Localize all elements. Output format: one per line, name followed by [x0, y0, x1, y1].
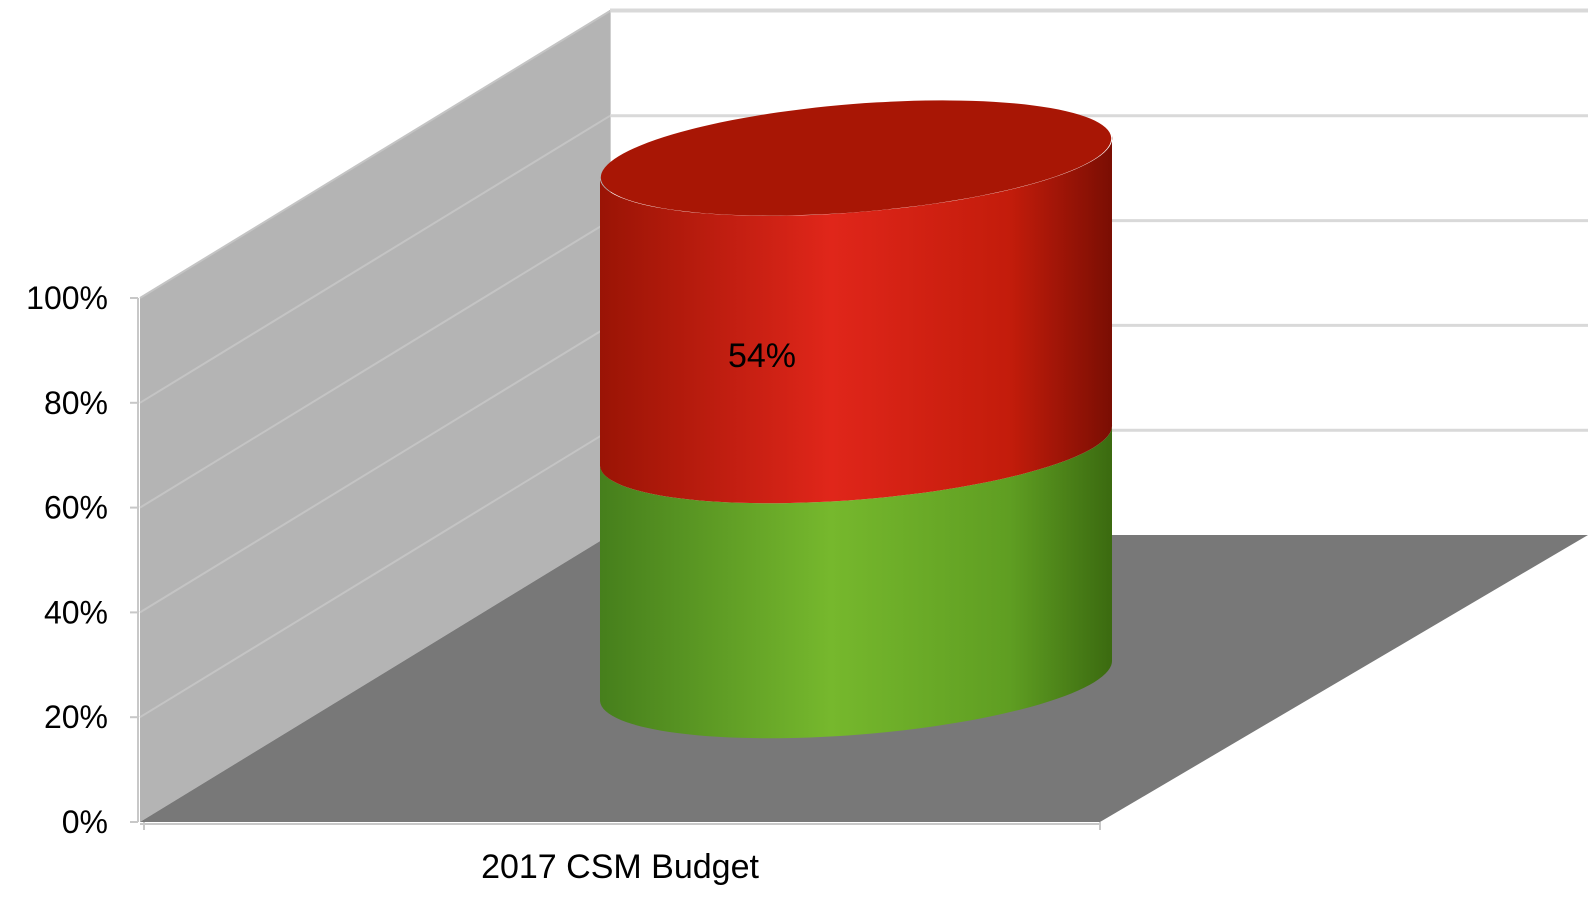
y-tick-label: 40%	[44, 594, 108, 630]
bar-top-cap	[600, 100, 1112, 216]
data-label-red-segment: 54%	[728, 337, 796, 375]
side-wall	[140, 10, 610, 822]
side-gridline	[139, 429, 611, 719]
y-tick-label: 80%	[44, 385, 108, 421]
y-tick-label: 100%	[26, 280, 108, 316]
y-tick-label: 20%	[44, 699, 108, 735]
side-gridline	[139, 114, 611, 404]
y-tick-label: 60%	[44, 490, 108, 526]
side-gridline	[139, 10, 611, 299]
x-category-label: 2017 CSM Budget	[481, 848, 759, 886]
y-axis-labels: 0% 20% 40% 60% 80% 100%	[26, 280, 108, 840]
side-wall-gridlines	[139, 10, 611, 719]
side-gridline	[139, 324, 611, 614]
y-axis-ticks	[130, 297, 138, 823]
side-gridline	[139, 219, 611, 509]
bar-2017-csm-budget	[600, 100, 1113, 739]
y-tick-label: 0%	[62, 804, 108, 840]
bar-segment	[600, 425, 1113, 739]
bar-segment	[600, 136, 1113, 504]
